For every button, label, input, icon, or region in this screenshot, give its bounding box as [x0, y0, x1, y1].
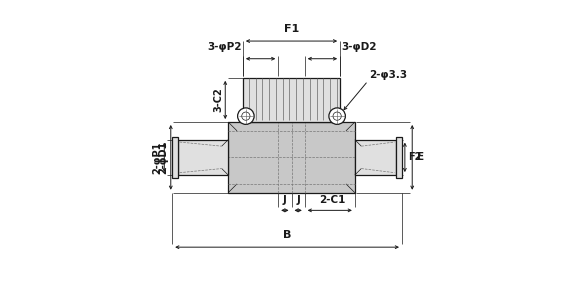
Text: 3-C2: 3-C2 — [213, 88, 223, 112]
Text: J: J — [283, 195, 287, 205]
Text: B: B — [283, 230, 292, 240]
Bar — [396, 137, 402, 178]
Text: 3-φD2: 3-φD2 — [342, 42, 377, 52]
Text: 2-φP1: 2-φP1 — [152, 141, 162, 173]
Text: 2-C1: 2-C1 — [319, 195, 346, 205]
Bar — [243, 78, 340, 122]
Text: 3-φP2: 3-φP2 — [207, 42, 241, 52]
Bar — [172, 137, 178, 178]
Text: F1: F1 — [284, 24, 299, 34]
Circle shape — [238, 108, 254, 124]
Text: J: J — [296, 195, 300, 205]
Text: E: E — [417, 152, 424, 162]
Text: 2-φ3.3: 2-φ3.3 — [368, 70, 407, 80]
Bar — [178, 140, 228, 175]
Circle shape — [329, 108, 345, 124]
Text: F2: F2 — [409, 152, 422, 162]
Bar — [355, 140, 396, 175]
Text: 2-φD1: 2-φD1 — [159, 141, 168, 174]
Bar — [228, 122, 355, 193]
